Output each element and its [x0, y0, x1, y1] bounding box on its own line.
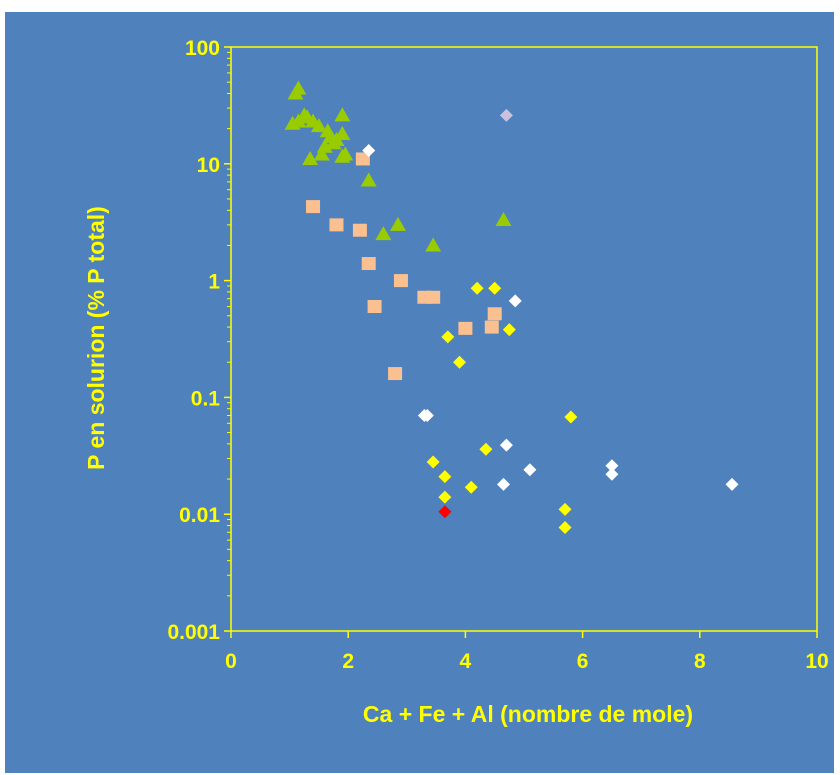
- diamond-point: [523, 463, 537, 477]
- y-tick-label: 0.01: [179, 504, 220, 527]
- diamond-point: [725, 477, 739, 491]
- square-point: [458, 321, 473, 335]
- square-point: [329, 218, 344, 232]
- diamond-point: [441, 330, 455, 344]
- triangle-point: [375, 226, 392, 241]
- triangle-point: [310, 118, 327, 133]
- diamond-point: [479, 442, 493, 456]
- triangle-point: [495, 212, 512, 227]
- diamond-point: [564, 410, 578, 424]
- x-tick-label: 4: [460, 650, 472, 673]
- diamond-point: [605, 467, 619, 481]
- square-point: [484, 320, 499, 334]
- diamond-point: [488, 281, 502, 295]
- x-tick-label: 0: [225, 650, 237, 673]
- y-tick-label: 1: [208, 271, 220, 294]
- square-point: [487, 307, 502, 321]
- chart-frame: [5, 12, 834, 773]
- data-points: [284, 80, 739, 534]
- plot-border: [230, 46, 818, 632]
- square-point: [361, 257, 376, 271]
- x-tick-label: 6: [577, 650, 589, 673]
- diamond-point: [426, 455, 440, 469]
- y-tick-label: 0.001: [167, 621, 220, 644]
- triangle-point: [334, 148, 351, 163]
- diamond-point: [502, 323, 516, 337]
- square-point: [388, 367, 403, 381]
- diamond-point: [453, 355, 467, 369]
- diamond-point: [438, 470, 452, 484]
- square-point: [426, 290, 441, 304]
- tick-labels: 0 2 4 6 8 10 0.001 0.01 0.1 1 10 100: [167, 37, 828, 673]
- square-point: [306, 200, 321, 214]
- x-tick-label: 10: [805, 650, 828, 673]
- square-point: [355, 152, 370, 166]
- diamond-point: [362, 143, 376, 157]
- diamond-point: [420, 408, 434, 422]
- x-axis-title: Ca + Fe + Al (nombre de mole): [363, 701, 693, 727]
- diamond-point: [558, 502, 572, 516]
- y-axis-title: P en solurion (% P total): [83, 206, 109, 470]
- x-tick-label: 2: [342, 650, 354, 673]
- triangle-point: [360, 172, 377, 187]
- triangle-point: [425, 237, 442, 252]
- diamond-point: [496, 477, 510, 491]
- y-tick-label: 0.1: [191, 387, 221, 410]
- square-point: [352, 223, 367, 237]
- diamond-point: [438, 505, 452, 519]
- diamond-point: [499, 108, 513, 122]
- diamond-point: [464, 480, 478, 494]
- plot-area: [230, 46, 818, 632]
- diamond-point: [605, 459, 619, 473]
- diamond-point: [558, 520, 572, 534]
- triangle-point: [290, 80, 307, 95]
- square-point: [393, 274, 408, 288]
- x-tick-label: 8: [694, 650, 706, 673]
- diamond-point: [499, 438, 513, 452]
- diamond-point: [508, 294, 522, 308]
- axes: [224, 46, 818, 638]
- diamond-point: [470, 281, 484, 295]
- triangle-point: [313, 146, 330, 161]
- square-point: [367, 300, 382, 314]
- triangle-point: [390, 216, 407, 231]
- triangle-point: [334, 125, 351, 140]
- y-tick-label: 100: [185, 37, 220, 60]
- triangle-point: [334, 107, 351, 122]
- triangle-point: [302, 150, 319, 165]
- y-tick-label: 10: [197, 154, 220, 177]
- diamond-point: [438, 490, 452, 504]
